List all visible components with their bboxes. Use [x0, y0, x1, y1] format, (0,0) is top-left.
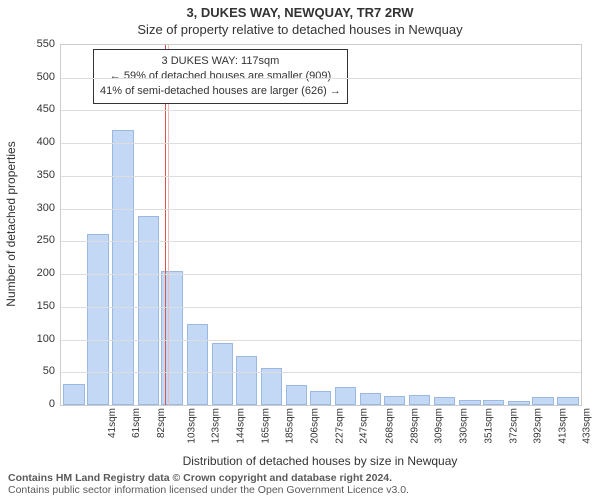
xtick-label: 433sqm [581, 408, 592, 444]
histogram-bar [187, 324, 209, 405]
address-title: 3, DUKES WAY, NEWQUAY, TR7 2RW [0, 5, 600, 20]
xtick-label: 227sqm [335, 408, 346, 444]
ytick-label: 550 [19, 38, 55, 50]
histogram-bar [360, 393, 382, 405]
histogram-bar [87, 234, 109, 405]
xtick-label: 165sqm [261, 408, 272, 444]
xtick-label: 41sqm [107, 408, 118, 438]
histogram-bar [138, 216, 160, 405]
gridline [61, 372, 581, 373]
histogram-bar [459, 400, 481, 405]
gridline [61, 241, 581, 242]
ytick-label: 0 [19, 398, 55, 410]
xtick-label: 413sqm [557, 408, 568, 444]
xtick-label: 392sqm [532, 408, 543, 444]
xtick-label: 330sqm [458, 408, 469, 444]
histogram-bar [532, 397, 554, 405]
gridline [61, 78, 581, 79]
xtick-label: 206sqm [310, 408, 321, 444]
histogram-bar [409, 395, 431, 405]
gridline [61, 176, 581, 177]
xtick-label: 185sqm [285, 408, 296, 444]
histogram-bar [236, 356, 258, 405]
xtick-label: 82sqm [156, 408, 167, 438]
ytick-label: 50 [19, 365, 55, 377]
footer-line-2: Contains public sector information licen… [8, 484, 409, 496]
histogram-bar [212, 343, 234, 405]
xtick-label: 103sqm [187, 408, 198, 444]
info-box: 3 DUKES WAY: 117sqm ← 59% of detached ho… [93, 49, 348, 104]
ytick-label: 200 [19, 267, 55, 279]
histogram-bar [508, 401, 530, 405]
ytick-label: 400 [19, 136, 55, 148]
ytick-label: 100 [19, 333, 55, 345]
xtick-label: 289sqm [409, 408, 420, 444]
info-line-1: 3 DUKES WAY: 117sqm [100, 54, 341, 69]
gridline [61, 307, 581, 308]
info-line-3: 41% of semi-detached houses are larger (… [100, 84, 341, 99]
histogram-bar [434, 397, 456, 405]
histogram-bar [63, 384, 85, 405]
gridline [61, 143, 581, 144]
xtick-label: 247sqm [359, 408, 370, 444]
xtick-label: 351sqm [483, 408, 494, 444]
xtick-label: 123sqm [211, 408, 222, 444]
footer: Contains HM Land Registry data © Crown c… [8, 472, 409, 497]
info-line-2: ← 59% of detached houses are smaller (90… [100, 69, 341, 84]
histogram-bar [112, 130, 134, 405]
ytick-label: 450 [19, 103, 55, 115]
gridline [61, 340, 581, 341]
histogram-bar [335, 387, 357, 405]
histogram-bar [557, 397, 579, 405]
ytick-label: 350 [19, 169, 55, 181]
histogram-bar [286, 385, 308, 405]
gridline [61, 209, 581, 210]
plot-area: 3 DUKES WAY: 117sqm ← 59% of detached ho… [60, 44, 582, 406]
histogram-bar [384, 396, 406, 405]
histogram-bar [310, 391, 332, 405]
xtick-label: 61sqm [131, 408, 142, 438]
footer-line-1: Contains HM Land Registry data © Crown c… [8, 472, 392, 484]
x-axis-label: Distribution of detached houses by size … [60, 454, 580, 468]
ytick-label: 500 [19, 71, 55, 83]
xtick-label: 372sqm [508, 408, 519, 444]
xtick-label: 309sqm [433, 408, 444, 444]
xtick-label: 144sqm [236, 408, 247, 444]
y-axis-label: Number of detached properties [4, 141, 18, 306]
chart-container: 3, DUKES WAY, NEWQUAY, TR7 2RW Size of p… [0, 0, 600, 500]
ytick-label: 300 [19, 202, 55, 214]
histogram-bar [261, 368, 283, 405]
gridline [61, 274, 581, 275]
histogram-bar [483, 400, 505, 405]
ytick-label: 250 [19, 234, 55, 246]
chart-subtitle: Size of property relative to detached ho… [0, 22, 600, 37]
gridline [61, 110, 581, 111]
ytick-label: 150 [19, 300, 55, 312]
xtick-label: 268sqm [384, 408, 395, 444]
